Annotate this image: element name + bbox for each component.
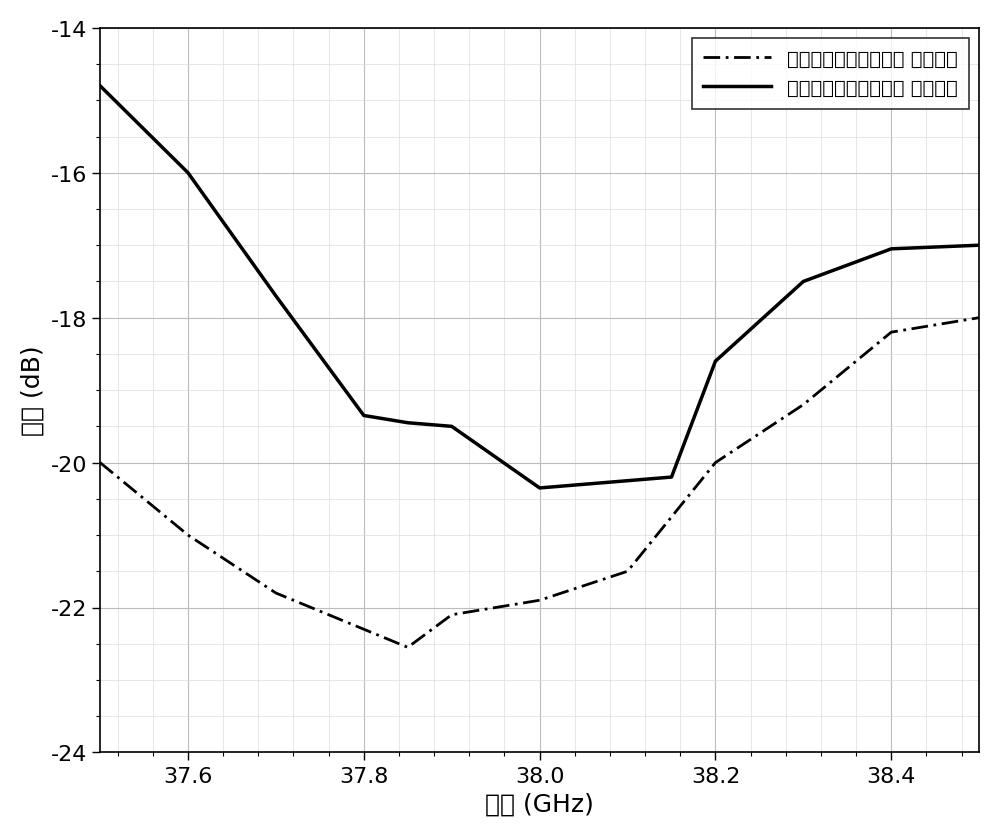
中心馈电串馈微带天线 实测结果 (797, 277, 809, 287)
X-axis label: 频率 (GHz): 频率 (GHz) (485, 791, 594, 815)
中心馈电串馈微带天线 仿真结果 (182, 530, 194, 540)
中心馈电串馈微带天线 实测结果 (622, 477, 634, 487)
中心馈电串馈微带天线 实测结果 (270, 292, 282, 302)
中心馈电串馈微带天线 仿真结果 (402, 643, 414, 653)
中心馈电串馈微带天线 实测结果 (182, 169, 194, 179)
中心馈电串馈微带天线 仿真结果 (534, 595, 546, 605)
Legend: 中心馈电串馈微带天线 仿真结果, 中心馈电串馈微带天线 实测结果: 中心馈电串馈微带天线 仿真结果, 中心馈电串馈微带天线 实测结果 (692, 38, 969, 110)
中心馈电串馈微带天线 仿真结果 (709, 458, 721, 468)
Line: 中心馈电串馈微带天线 实测结果: 中心馈电串馈微带天线 实测结果 (100, 87, 979, 488)
中心馈电串馈微带天线 实测结果 (358, 411, 370, 421)
中心馈电串馈微带天线 实测结果 (402, 418, 414, 428)
中心馈电串馈微带天线 实测结果 (665, 472, 677, 482)
中心馈电串馈微带天线 仿真结果 (94, 458, 106, 468)
Line: 中心馈电串馈微带天线 仿真结果: 中心馈电串馈微带天线 仿真结果 (100, 319, 979, 648)
中心馈电串馈微带天线 实测结果 (534, 483, 546, 493)
中心馈电串馈微带天线 仿真结果 (885, 328, 897, 338)
中心馈电串馈微带天线 实测结果 (709, 357, 721, 367)
中心馈电串馈微带天线 仿真结果 (622, 567, 634, 577)
中心馈电串馈微带天线 仿真结果 (358, 624, 370, 635)
中心馈电串馈微带天线 仿真结果 (446, 610, 458, 620)
中心馈电串馈微带天线 实测结果 (973, 241, 985, 251)
中心馈电串馈微带天线 仿真结果 (797, 400, 809, 410)
中心馈电串馈微带天线 仿真结果 (270, 589, 282, 599)
中心馈电串馈微带天线 实测结果 (446, 422, 458, 432)
中心馈电串馈微带天线 实测结果 (94, 82, 106, 92)
中心馈电串馈微带天线 仿真结果 (973, 314, 985, 324)
中心馈电串馈微带天线 实测结果 (885, 244, 897, 254)
Y-axis label: 副瓣 (dB): 副瓣 (dB) (21, 345, 45, 436)
